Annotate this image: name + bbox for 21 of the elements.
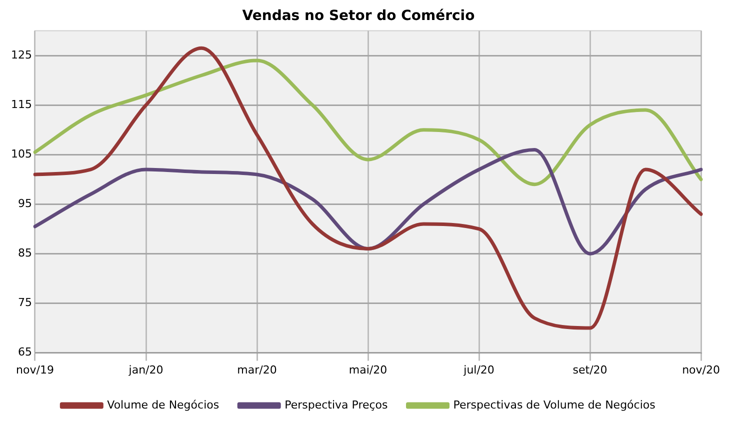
- legend-label: Perspectiva Preços: [284, 398, 388, 412]
- y-tick-label: 75: [18, 296, 32, 310]
- y-tick-label: 105: [10, 148, 32, 161]
- x-tick-label: nov/20: [682, 363, 720, 376]
- chart-title: Vendas no Setor do Comércio: [242, 8, 476, 24]
- y-tick-label: 115: [10, 98, 32, 111]
- x-tick-label: set/20: [572, 363, 608, 376]
- x-tick-label: mar/20: [237, 363, 277, 376]
- x-tick-label: nov/19: [16, 363, 54, 376]
- line-series: [33, 46, 703, 330]
- y-tick-label: 85: [18, 246, 32, 260]
- line-series: [33, 148, 703, 256]
- y-tick-label: 65: [18, 346, 32, 359]
- y-tick-label: 95: [18, 197, 32, 210]
- y-tick-label: 125: [10, 48, 32, 62]
- x-tick-label: jul/20: [462, 363, 494, 376]
- x-tick-label: mai/20: [348, 363, 388, 376]
- legend-label: Volume de Negócios: [107, 398, 220, 412]
- line-series: [33, 58, 703, 186]
- x-tick-label: jan/20: [128, 363, 164, 376]
- legend-label: Perspectivas de Volume de Negócios: [453, 398, 656, 412]
